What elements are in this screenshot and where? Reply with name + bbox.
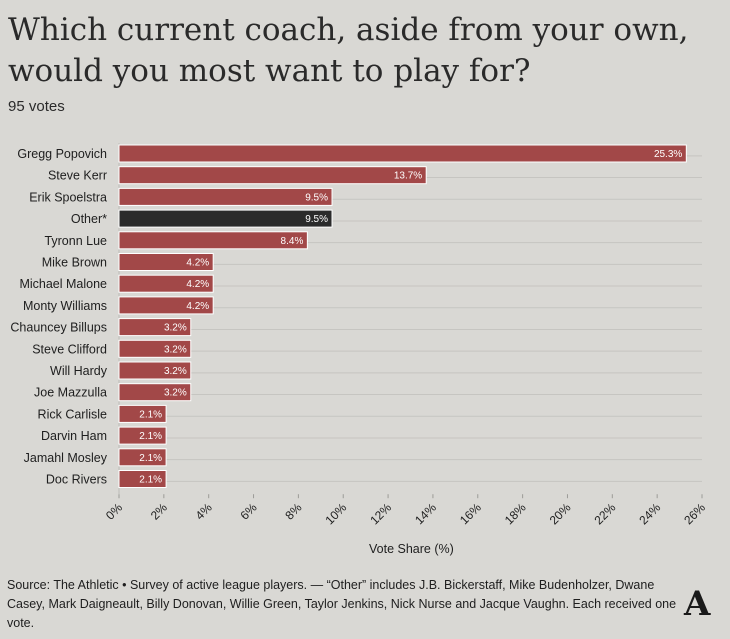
x-tick-label: 2%: [148, 500, 170, 522]
category-label: Erik Spoelstra: [29, 190, 107, 204]
category-label: Will Hardy: [50, 364, 108, 378]
x-tick-label: 6%: [237, 500, 259, 522]
x-axis-title: Vote Share (%): [369, 542, 454, 556]
category-label: Joe Mazzulla: [34, 386, 107, 400]
bar: [118, 144, 687, 163]
category-label: Darvin Ham: [41, 429, 107, 443]
bar-value-label: 9.5%: [305, 214, 328, 225]
bar-value-label: 3.2%: [164, 323, 187, 334]
bar: [118, 253, 214, 271]
category-label: Chauncey Billups: [10, 321, 107, 335]
bar-value-label: 3.2%: [164, 366, 187, 377]
x-tick-label: 24%: [636, 500, 663, 527]
category-label: Doc Rivers: [46, 473, 107, 487]
bar: [118, 383, 192, 402]
x-tick-label: 18%: [502, 500, 529, 527]
y-axis-labels: Gregg Popovich Steve Kerr Erik Spoelstra Ot…: [10, 147, 107, 487]
bar-value-label: 2.1%: [139, 431, 162, 442]
category-label: Tyronn Lue: [44, 234, 107, 248]
bar-chart: 25.3%13.7%9.5%9.5%8.4%4.2%4.2%4.2%3.2%3.…: [10, 143, 708, 527]
bar-value-label: 2.1%: [139, 475, 162, 486]
category-label: Steve Clifford: [32, 342, 107, 356]
x-tick-label: 20%: [547, 500, 574, 527]
chart-subtitle: 95 votes: [8, 98, 65, 115]
bar: [118, 470, 167, 488]
category-label: Steve Kerr: [48, 169, 107, 183]
bar: [118, 274, 214, 293]
the-athletic-logo: A: [684, 584, 711, 624]
bar: [118, 448, 167, 467]
bar-value-label: 4.2%: [186, 301, 209, 312]
bar-value-label: 9.5%: [305, 192, 328, 203]
x-tick-label: 4%: [193, 500, 215, 522]
bar-value-label: 4.2%: [186, 279, 209, 290]
bar: [118, 231, 308, 250]
bar-value-label: 8.4%: [281, 236, 304, 247]
x-tick-label: 22%: [592, 500, 619, 527]
bar-value-label: 4.2%: [186, 258, 209, 269]
bar: [118, 404, 167, 423]
x-tick-label: 8%: [282, 500, 304, 522]
x-tick-label: 26%: [681, 500, 708, 527]
x-tick-label: 14%: [412, 500, 439, 527]
category-label: Gregg Popovich: [17, 147, 107, 161]
x-tick-label: 12%: [367, 500, 394, 527]
x-axis-ticks: 0% 2% 4% 6% 8% 10% 12% 14% 16% 18% 20% 22% 24% 26%: [103, 494, 708, 527]
x-tick-label: 0%: [103, 500, 125, 522]
bar: [118, 339, 192, 358]
gridlines: [118, 143, 702, 495]
bar-value-label: 3.2%: [164, 344, 187, 355]
bar-value-label: 13.7%: [394, 171, 422, 182]
bar: [118, 209, 333, 228]
category-label: Monty Williams: [23, 299, 107, 313]
bar-value-label: 25.3%: [654, 149, 682, 160]
source-note: Source: The Athletic • Survey of active …: [7, 578, 677, 630]
bar: [118, 361, 192, 380]
bar: [118, 296, 214, 315]
bar: [118, 187, 333, 206]
bar-value-label: 2.1%: [139, 409, 162, 420]
chart-title: Which current coach, aside from your own…: [8, 12, 689, 89]
bar: [118, 426, 167, 445]
x-tick-label: 10%: [322, 500, 349, 527]
category-label: Michael Malone: [19, 277, 107, 291]
bar: [118, 166, 427, 185]
bar-value-label: 2.1%: [139, 453, 162, 464]
category-label: Mike Brown: [42, 256, 107, 270]
x-tick-label: 16%: [457, 500, 484, 527]
category-label: Jamahl Mosley: [24, 451, 108, 465]
category-label: Other*: [71, 212, 107, 226]
bar: [118, 318, 192, 337]
category-label: Rick Carlisle: [38, 407, 108, 421]
bars: 25.3%13.7%9.5%9.5%8.4%4.2%4.2%4.2%3.2%3.…: [118, 144, 687, 488]
bar-value-label: 3.2%: [164, 388, 187, 399]
